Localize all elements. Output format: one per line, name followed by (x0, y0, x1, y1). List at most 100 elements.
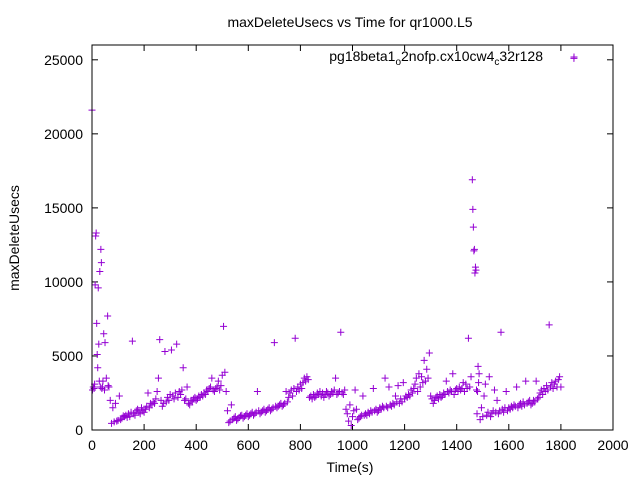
data-point (337, 328, 345, 336)
data-point (471, 263, 479, 271)
data-point (414, 388, 422, 395)
data-point (161, 348, 169, 356)
data-point (450, 390, 458, 398)
data-point (424, 374, 432, 382)
y-axis-label: maxDeleteUsecs (6, 185, 22, 291)
data-point (410, 385, 418, 393)
data-point (93, 319, 101, 327)
data-point (158, 402, 166, 410)
data-point (91, 281, 99, 289)
data-point (391, 392, 399, 400)
data-point (485, 373, 493, 381)
data-point (470, 245, 478, 253)
data-point (342, 405, 350, 413)
x-tick-label: 0 (88, 437, 96, 453)
data-point (97, 259, 105, 267)
data-point (94, 364, 102, 372)
data-point (227, 401, 235, 409)
data-point (475, 379, 483, 387)
data-point (497, 328, 505, 336)
data-point (270, 339, 278, 347)
data-point (311, 393, 319, 401)
data-point (212, 385, 220, 393)
data-point (99, 377, 107, 385)
data-point (411, 380, 419, 388)
legend-label: pg18beta1o2nofp.cx10cw4c32r128 (329, 48, 543, 68)
data-point (468, 176, 476, 184)
x-tick-label: 1400 (441, 437, 472, 453)
data-point (481, 380, 489, 388)
data-point (394, 382, 402, 390)
data-point (412, 374, 420, 382)
data-point (141, 405, 149, 413)
data-point (89, 386, 97, 394)
data-point (152, 395, 160, 403)
data-point (188, 398, 196, 406)
data-point (532, 377, 540, 385)
data-point (117, 416, 125, 424)
data-point (449, 370, 457, 378)
data-point (471, 269, 479, 277)
data-point (416, 383, 424, 391)
data-point (425, 349, 433, 357)
data-point (343, 410, 351, 418)
data-point (347, 422, 355, 430)
data-point (472, 266, 480, 274)
x-tick-label: 1200 (389, 437, 420, 453)
data-point (217, 382, 225, 390)
data-point (352, 405, 360, 413)
data-point (332, 374, 340, 382)
data-point (346, 401, 354, 409)
data-point (167, 346, 175, 354)
data-point (442, 377, 450, 385)
legend-label-part: pg18beta1 (329, 48, 395, 64)
data-point (466, 383, 474, 391)
data-point (111, 399, 119, 407)
data-point (345, 417, 353, 425)
x-tick-label: 200 (132, 437, 156, 453)
data-point (221, 368, 229, 376)
data-point (373, 408, 381, 416)
legend-marker (570, 53, 578, 61)
legend-label-part: 32r128 (499, 48, 543, 64)
data-point (104, 382, 112, 390)
data-point (490, 386, 498, 394)
legend: pg18beta1o2nofp.cx10cw4c32r128 (329, 48, 578, 68)
data-point (522, 377, 530, 385)
data-point (208, 374, 216, 382)
data-point (408, 389, 416, 397)
data-point (484, 408, 492, 416)
data-point (151, 399, 159, 407)
data-point (359, 392, 367, 400)
data-point (105, 383, 113, 391)
data-point (467, 373, 475, 381)
data-point (423, 365, 431, 373)
data-point (475, 370, 483, 378)
data-point (225, 419, 233, 427)
data-point (535, 393, 543, 401)
data-point (341, 386, 349, 394)
data-point (171, 389, 179, 397)
data-point (113, 417, 121, 425)
x-tick-label: 2000 (597, 437, 628, 453)
data-point (473, 410, 481, 418)
data-point (469, 205, 477, 213)
data-point (291, 334, 299, 342)
y-tick-label: 15000 (44, 200, 83, 216)
data-point (351, 386, 359, 394)
data-point (480, 392, 488, 400)
data-point (545, 321, 553, 329)
data-point (93, 350, 101, 358)
x-tick-label: 400 (185, 437, 209, 453)
data-point (220, 322, 228, 330)
data-point (514, 404, 522, 412)
data-point (381, 374, 389, 382)
data-point (144, 389, 152, 397)
data-point (223, 407, 231, 415)
data-point (502, 388, 510, 395)
data-point (487, 413, 495, 421)
x-axis-label: Time(s) (327, 459, 374, 475)
data-point (464, 334, 472, 342)
